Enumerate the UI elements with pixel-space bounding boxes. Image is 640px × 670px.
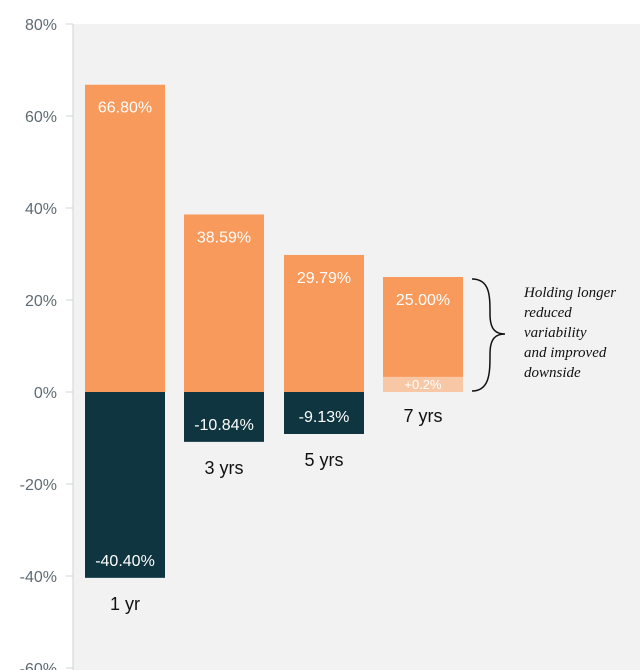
bar-max-label: 25.00% xyxy=(396,292,450,309)
annotation-line: variability xyxy=(524,325,587,341)
annotation-line: downside xyxy=(524,365,581,381)
bar-labels-group: 66.80% -40.40% 38.59% -10.84% 29.79% -9.13% 25… xyxy=(95,100,450,570)
bar-min-label: -9.13% xyxy=(299,409,350,426)
category-label: 7 yrs xyxy=(403,406,442,426)
bars-group xyxy=(85,84,463,578)
bar-max xyxy=(383,277,463,392)
category-label: 3 yrs xyxy=(204,458,243,478)
y-tick-label: 40% xyxy=(25,201,57,218)
annotation-text: Holding longer reduced variability and impr… xyxy=(523,285,616,381)
bar-max-label: 29.79% xyxy=(297,270,351,287)
bar-min xyxy=(383,376,463,392)
bar-min-label: -40.40% xyxy=(95,553,155,570)
bar-min-label: +0.2% xyxy=(404,377,442,392)
bar-max-label: 38.59% xyxy=(197,229,251,246)
y-tick-label: 20% xyxy=(25,293,57,310)
annotation-line: Holding longer xyxy=(523,285,616,301)
category-label: 1 yr xyxy=(110,594,140,614)
annotation-line: and improved xyxy=(524,345,607,361)
bar-max xyxy=(284,254,364,392)
y-tick-label: -60% xyxy=(20,661,57,670)
bar-min xyxy=(184,392,264,442)
annotation-brace xyxy=(471,278,506,392)
y-tick-label: -40% xyxy=(20,569,57,586)
bar-max xyxy=(85,84,165,392)
bar-min-label: -10.84% xyxy=(194,417,254,434)
bar-min xyxy=(85,392,165,578)
y-tick-label: 0% xyxy=(34,385,57,402)
category-labels-group: 1 yr 3 yrs 5 yrs 7 yrs xyxy=(110,406,443,614)
annotation-group: Holding longer reduced variability and impr… xyxy=(471,278,616,392)
y-tick-label: 60% xyxy=(25,109,57,126)
bar-min xyxy=(284,392,364,434)
bar-max-label: 66.80% xyxy=(98,100,152,117)
annotation-line: reduced xyxy=(524,305,572,321)
y-tick-label: 80% xyxy=(25,17,57,34)
category-label: 5 yrs xyxy=(304,450,343,470)
bar-max xyxy=(184,214,264,392)
y-tick-label: -20% xyxy=(20,477,57,494)
y-axis-ticks: 80% 60% 40% 20% 0% -20% -40% -60% xyxy=(20,17,73,670)
